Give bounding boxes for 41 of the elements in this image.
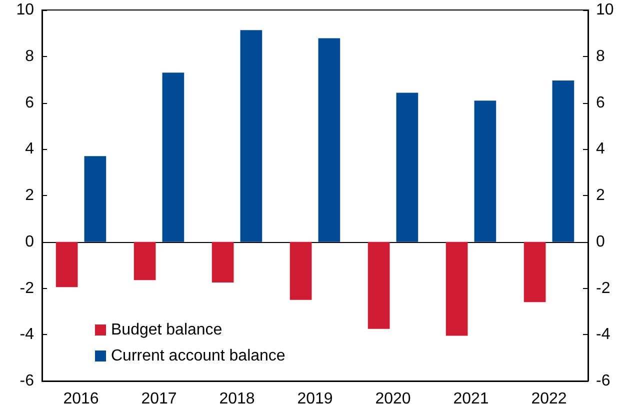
y-tick-label: 8: [25, 48, 34, 65]
y2-tick-label: 0: [596, 233, 605, 250]
x-tick-label: 2022: [531, 390, 567, 408]
bar: [240, 30, 262, 242]
y-tick-label: 0: [25, 233, 34, 250]
y-tick-label: 4: [25, 140, 34, 158]
x-tick-label: 2018: [219, 390, 255, 408]
bar: [524, 242, 546, 302]
x-tick-label: 2016: [63, 390, 99, 408]
bar: [212, 242, 234, 282]
legend-label: Current account balance: [111, 348, 286, 364]
bar: [552, 80, 574, 242]
y2-tick-label: 2: [596, 187, 605, 204]
bar: [368, 242, 390, 329]
x-tick-label: 2017: [141, 390, 177, 408]
y2-tick-label: -4: [596, 326, 610, 344]
y2-tick-label: 6: [596, 94, 605, 112]
x-tick-label: 2019: [297, 390, 333, 408]
legend-label: Budget balance: [111, 322, 222, 338]
y-tick-label: -4: [20, 326, 34, 344]
x-tick-label: 2021: [453, 390, 489, 408]
y2-tick-label: -2: [596, 280, 610, 297]
bar: [290, 242, 312, 300]
bar: [396, 92, 418, 242]
y-tick-label: -2: [20, 280, 34, 297]
bar: [56, 242, 78, 288]
y2-tick-label: 10: [596, 2, 614, 18]
x-tick-label: 2020: [375, 390, 411, 408]
bar: [134, 242, 156, 280]
bar: [474, 100, 496, 242]
bar: [318, 38, 340, 242]
y-tick-label: 2: [25, 187, 34, 204]
y2-tick-label: 8: [596, 48, 605, 65]
y2-tick-label: 4: [596, 140, 605, 158]
bar: [446, 242, 468, 336]
y-tick-label: -6: [20, 372, 34, 390]
y-tick-label: 10: [16, 2, 34, 18]
bar: [162, 72, 184, 242]
y-tick-label: 6: [25, 94, 34, 112]
y2-tick-label: -6: [596, 372, 610, 390]
bar: [84, 156, 106, 242]
